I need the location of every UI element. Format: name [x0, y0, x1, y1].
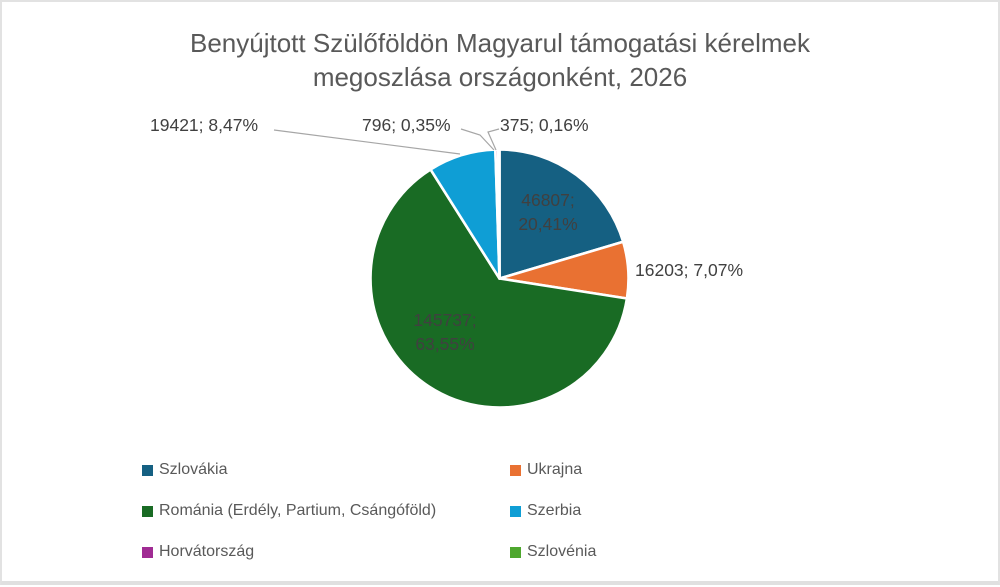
chart-title-line1: Benyújtott Szülőföldön Magyarul támogatá…	[190, 28, 810, 58]
legend-label-szlovakia: Szlovákia	[159, 461, 228, 478]
legend-swatch-ukrajna	[510, 464, 521, 476]
chart-title-line2: megoszlása országonként, 2026	[312, 62, 688, 92]
pie-slice-szlovenia[interactable]	[496, 148, 501, 280]
data-label-romania: 145737; 63,55%	[413, 308, 476, 356]
legend-item-romania[interactable]: Románia (Erdély, Partium, Csángóföld)	[142, 503, 436, 519]
legend-item-szerbia[interactable]: Szerbia	[510, 503, 581, 519]
legend-item-szlovakia[interactable]: Szlovákia	[142, 462, 227, 478]
data-label-szlovakia: 46807; 20,41%	[518, 188, 577, 236]
data-label-szlovenia: 375; 0,16%	[500, 115, 589, 135]
legend-label-szerbia: Szerbia	[527, 502, 582, 519]
legend-label-horvatorszag: Horvátország	[159, 543, 255, 560]
data-label-romania-value: 145737;	[413, 310, 477, 330]
data-label-szlovakia-percent: 20,41%	[518, 214, 578, 234]
legend-label-szlovenia: Szlovénia	[527, 543, 597, 560]
legend-item-szlovenia[interactable]: Szlovénia	[510, 544, 596, 560]
legend-label-romania: Románia (Erdély, Partium, Csángóföld)	[159, 502, 437, 519]
data-label-szerbia: 19421; 8,47%	[150, 115, 259, 135]
legend-item-horvatorszag[interactable]: Horvátország	[142, 544, 254, 560]
data-label-horvatorszag: 796; 0,35%	[362, 115, 451, 135]
legend-swatch-romania	[142, 505, 153, 517]
legend-swatch-szlovakia	[142, 464, 153, 476]
data-label-ukrajna: 16203; 7,07%	[635, 260, 744, 280]
chart-title: Benyújtott Szülőföldön Magyarul támogatá…	[2, 26, 998, 94]
pie-slice-szlovakia[interactable]	[498, 148, 625, 280]
leader-line-szlovenia	[487, 128, 500, 151]
data-label-szlovakia-value: 46807;	[521, 190, 575, 210]
legend-swatch-horvatorszag	[142, 546, 153, 558]
legend-label-ukrajna: Ukrajna	[527, 461, 583, 478]
leader-line-szerbia	[273, 129, 461, 155]
legend-swatch-szerbia	[510, 505, 521, 517]
legend-item-ukrajna[interactable]: Ukrajna	[510, 462, 582, 478]
legend-swatch-szlovenia	[510, 546, 521, 558]
leader-line-horvatorszag	[460, 128, 495, 151]
pie-slice-romania[interactable]	[369, 168, 629, 409]
data-label-romania-percent: 63,55%	[415, 334, 475, 354]
